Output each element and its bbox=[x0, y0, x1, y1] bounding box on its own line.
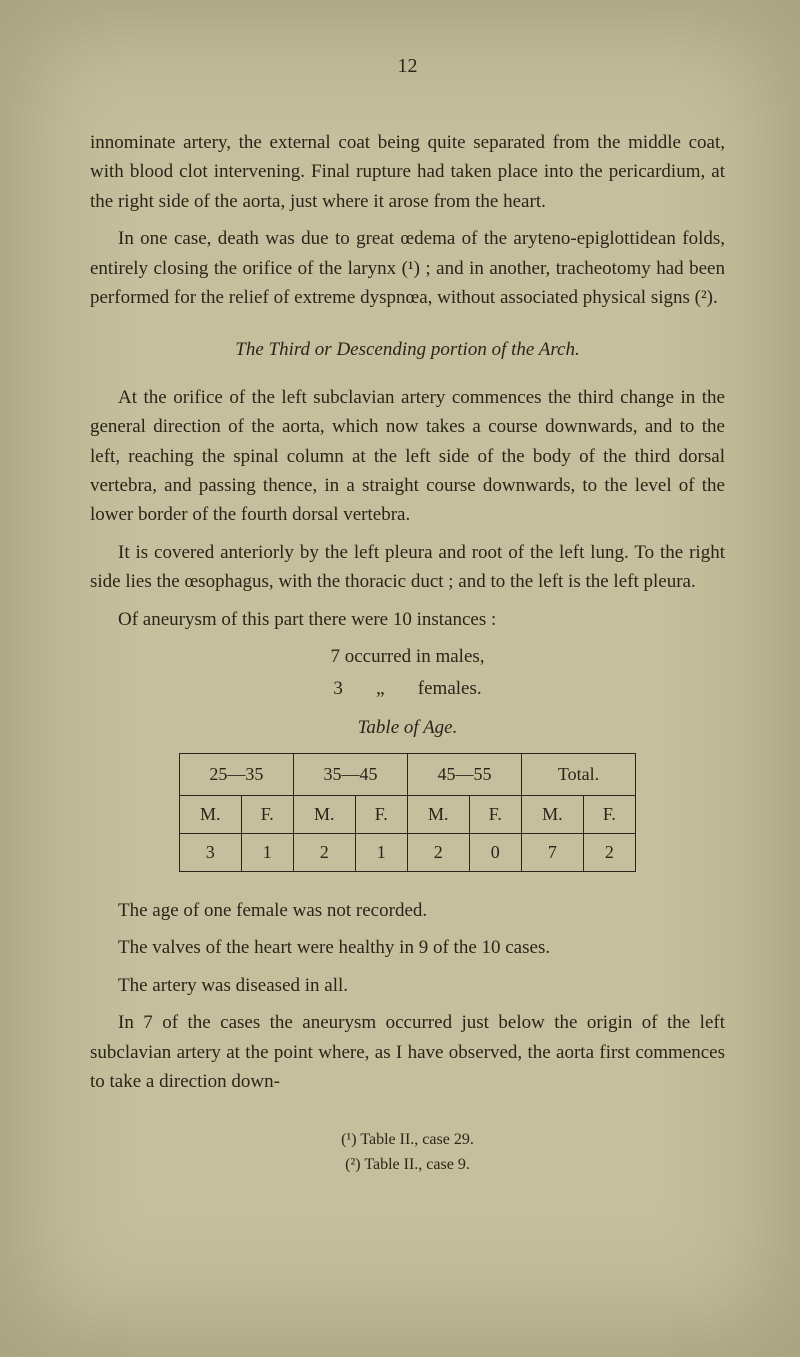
footnote-2: (²) Table II., case 9. bbox=[90, 1152, 725, 1178]
paragraph-8: The artery was diseased in all. bbox=[90, 971, 725, 1000]
paragraph-9: In 7 of the cases the aneurysm occurred … bbox=[90, 1008, 725, 1096]
table-subheader-cell: F. bbox=[355, 796, 407, 834]
table-data-cell: 1 bbox=[355, 834, 407, 872]
table-header-cell: Total. bbox=[522, 754, 636, 796]
table-header-cell: 45—55 bbox=[407, 754, 521, 796]
table-data-cell: 3 bbox=[179, 834, 241, 872]
table-data-cell: 1 bbox=[241, 834, 293, 872]
table-data-row: 3 1 2 1 2 0 7 2 bbox=[179, 834, 635, 872]
table-header-cell: 25—35 bbox=[179, 754, 293, 796]
paragraph-6: The age of one female was not recorded. bbox=[90, 896, 725, 925]
table-caption: Table of Age. bbox=[90, 717, 725, 739]
table-subheader-cell: F. bbox=[469, 796, 521, 834]
paragraph-3: At the orifice of the left subclavian ar… bbox=[90, 383, 725, 530]
document-page: 12 innominate artery, the external coat … bbox=[0, 0, 800, 1357]
paragraph-5: Of aneurysm of this part there were 10 i… bbox=[90, 605, 725, 634]
paragraph-4: It is covered anteriorly by the left ple… bbox=[90, 538, 725, 597]
table-subheader-cell: F. bbox=[241, 796, 293, 834]
table-data-cell: 2 bbox=[583, 834, 635, 872]
paragraph-5a: 7 occurred in males, bbox=[90, 642, 725, 671]
paragraph-7: The valves of the heart were healthy in … bbox=[90, 933, 725, 962]
table-subheader-row: M. F. M. F. M. F. M. F. bbox=[179, 796, 635, 834]
table-header-cell: 35—45 bbox=[293, 754, 407, 796]
table-subheader-cell: M. bbox=[179, 796, 241, 834]
table-data-cell: 2 bbox=[293, 834, 355, 872]
paragraph-1: innominate artery, the external coat bei… bbox=[90, 128, 725, 216]
paragraph-2: In one case, death was due to great œdem… bbox=[90, 224, 725, 312]
paragraph-5b: 3 „ females. bbox=[90, 674, 725, 703]
footnote-1: (¹) Table II., case 29. bbox=[90, 1127, 725, 1153]
table-subheader-cell: M. bbox=[293, 796, 355, 834]
table-subheader-cell: F. bbox=[583, 796, 635, 834]
footnotes: (¹) Table II., case 29. (²) Table II., c… bbox=[90, 1127, 725, 1178]
table-data-cell: 0 bbox=[469, 834, 521, 872]
table-subheader-cell: M. bbox=[522, 796, 584, 834]
table-data-cell: 2 bbox=[407, 834, 469, 872]
age-table: 25—35 35—45 45—55 Total. M. F. M. F. M. … bbox=[179, 753, 636, 872]
table-header-row: 25—35 35—45 45—55 Total. bbox=[179, 754, 635, 796]
section-title: The Third or Descending portion of the A… bbox=[90, 339, 725, 361]
table-data-cell: 7 bbox=[522, 834, 584, 872]
page-number: 12 bbox=[90, 55, 725, 78]
table-subheader-cell: M. bbox=[407, 796, 469, 834]
